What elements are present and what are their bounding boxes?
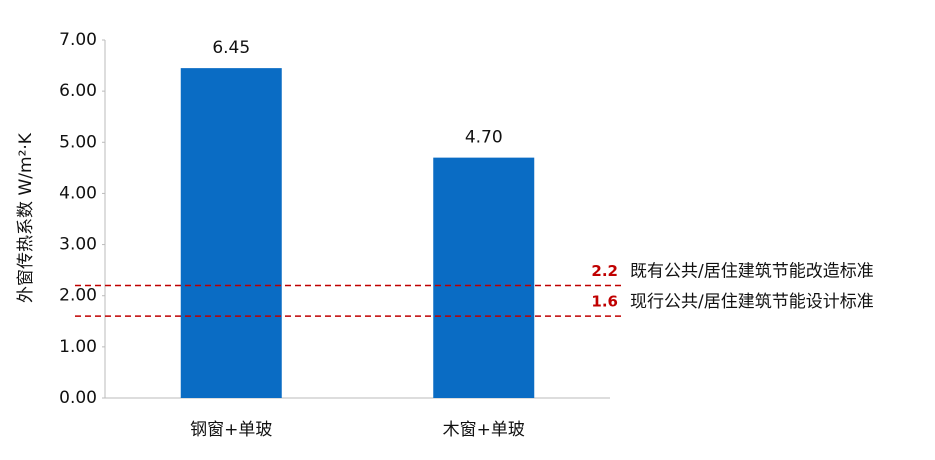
x-tick-label: 钢窗+单玻 — [190, 420, 272, 440]
data-label: 6.45 — [212, 38, 250, 58]
y-tick-label: 7.00 — [59, 30, 97, 50]
reference-label: 既有公共/居住建筑节能改造标准 — [630, 261, 874, 281]
reference-value: 1.6 — [591, 293, 618, 311]
y-tick-label: 1.00 — [59, 337, 97, 357]
reference-label: 现行公共/居住建筑节能设计标准 — [630, 292, 874, 312]
y-tick-label: 2.00 — [59, 286, 97, 306]
y-tick-label: 6.00 — [59, 81, 97, 101]
y-tick-label: 0.00 — [59, 388, 97, 408]
y-axis-label: 外窗传热系数 W/m²·K — [16, 132, 36, 303]
y-tick-label: 4.00 — [59, 183, 97, 203]
x-tick-label: 木窗+单玻 — [443, 420, 525, 440]
bar — [433, 157, 535, 398]
reference-value: 2.2 — [591, 262, 618, 280]
y-tick-label: 3.00 — [59, 235, 97, 255]
data-label: 4.70 — [465, 128, 503, 148]
bar — [180, 68, 282, 398]
y-tick-label: 5.00 — [59, 132, 97, 152]
